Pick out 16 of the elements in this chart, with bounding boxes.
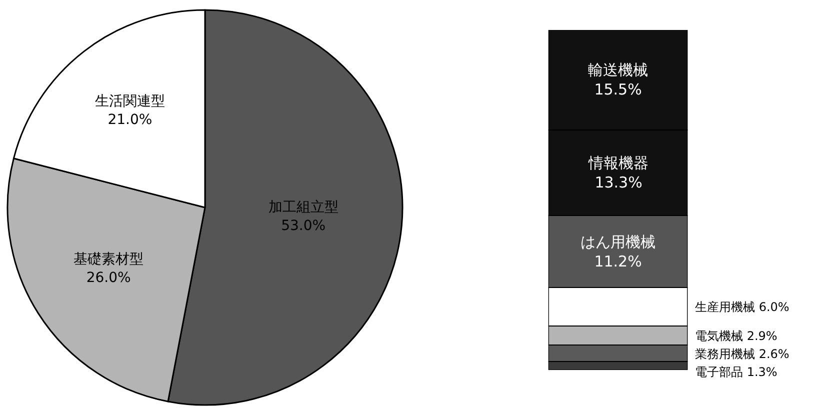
text: 業務用機械 2.6%	[695, 347, 790, 361]
text: 電気機械 2.9%	[695, 329, 778, 343]
slice-label: 基礎素材型	[74, 252, 144, 268]
data-label: 26.0%	[86, 270, 131, 286]
series-label: 輸送機械	[588, 61, 648, 80]
text: 電子部品 1.3%	[695, 365, 778, 379]
data-label: 13.3%	[594, 173, 642, 192]
series-label: はん用機械	[580, 232, 656, 251]
data-label: 53.0%	[281, 218, 326, 234]
series-label: 情報機器	[588, 154, 649, 172]
slice-label: 加工組立型	[268, 200, 338, 216]
slice-label: 生活関連型	[94, 94, 165, 110]
data-label: 15.5%	[594, 80, 642, 99]
data-label: 11.2%	[594, 252, 642, 270]
text: 生産用機械 6.0%	[695, 300, 790, 314]
data-label: 21.0%	[108, 112, 152, 128]
